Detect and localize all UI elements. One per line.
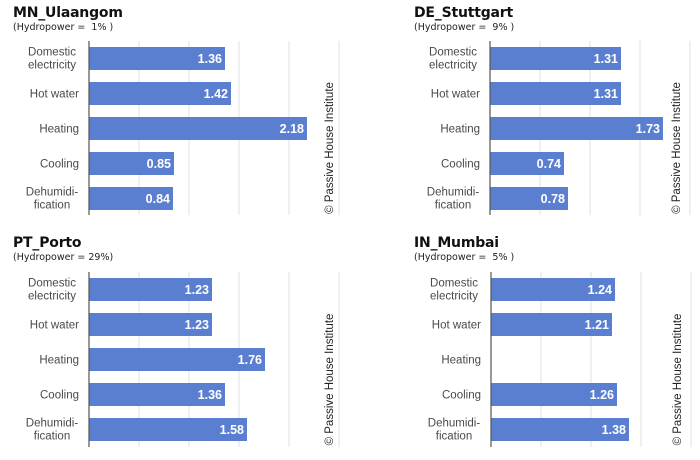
category-label-line: Dehumidi- (428, 418, 481, 430)
bar (490, 187, 568, 210)
chart-title: DE_Stuttgart (414, 5, 513, 21)
value-label: 1.26 (590, 388, 614, 402)
value-label: 1.38 (602, 423, 626, 437)
watermark: © Passive House Institute (324, 82, 336, 214)
category-label: Dehumidi-fication (26, 187, 79, 212)
value-label: 1.36 (198, 388, 222, 402)
bar (491, 313, 612, 336)
value-label: 1.23 (185, 283, 209, 297)
category-label: Heating (39, 355, 79, 367)
value-label: 0.78 (541, 192, 565, 206)
bar (89, 278, 212, 301)
bar (490, 152, 564, 175)
value-label: 1.23 (185, 318, 209, 332)
bar (491, 278, 615, 301)
bar (490, 117, 663, 140)
category-label: Cooling (40, 390, 79, 402)
category-label: Hot water (30, 89, 79, 101)
value-label: 2.18 (280, 122, 304, 136)
category-label: Domestic electricity (28, 47, 76, 72)
category-label: Dehumidi-fication (428, 418, 481, 443)
value-label: 1.42 (204, 87, 228, 101)
chart-panel-pt-porto: PT_Porto (Hydropower = 29%) Domestic elec… (0, 230, 350, 460)
value-label: 1.76 (238, 353, 262, 367)
category-label: Domestic electricity (430, 278, 478, 303)
category-label-line: Dehumidi- (427, 187, 480, 199)
category-label-line: Dehumidi- (26, 418, 79, 430)
chart-title: MN_Ulaangom (13, 5, 123, 21)
category-label: Dehumidi-fication (427, 187, 480, 212)
category-label: Cooling (40, 159, 79, 171)
bar (89, 152, 174, 175)
category-label: Heating (39, 124, 79, 136)
category-label: Domestic electricity (429, 47, 477, 72)
value-label: 1.31 (594, 52, 618, 66)
value-label: 1.73 (636, 122, 660, 136)
category-label-line: Dehumidi- (26, 187, 79, 199)
bar (491, 418, 629, 441)
bar (490, 47, 621, 70)
value-label: 0.85 (147, 157, 171, 171)
value-label: 1.36 (198, 52, 222, 66)
bar (89, 383, 225, 406)
chart-subtitle: (Hydropower = 5% ) (414, 252, 515, 263)
category-label: Heating (440, 124, 480, 136)
category-label: Hot water (431, 89, 480, 101)
chart-subtitle: (Hydropower = 1% ) (13, 22, 114, 33)
chart-panel-mn-ulaangom: MN_Ulaangom (Hydropower = 1% ) Domestic e… (0, 0, 350, 230)
category-label: Cooling (441, 159, 480, 171)
bar (89, 187, 173, 210)
category-label-line: fication (435, 200, 471, 212)
value-label: 1.58 (220, 423, 244, 437)
category-label-line: electricity (430, 291, 478, 303)
value-label: 1.31 (594, 87, 618, 101)
category-label: Hot water (432, 320, 481, 332)
bar-chart: Domestic electricity 1.31 Hot water 1.31 Heat… (427, 41, 691, 215)
watermark: © Passive House Institute (672, 314, 684, 446)
category-label: Heating (441, 355, 481, 367)
gridlines (540, 272, 692, 447)
watermark: © Passive House Institute (671, 82, 683, 214)
bar (89, 418, 247, 441)
category-label-line: electricity (28, 60, 76, 72)
chart-panel-de-stuttgart: DE_Stuttgart (Hydropower = 9% ) Domestic… (350, 0, 700, 230)
value-label: 1.24 (588, 283, 612, 297)
bar (89, 82, 231, 105)
value-label: 1.21 (585, 318, 609, 332)
watermark: © Passive House Institute (324, 314, 336, 446)
category-label-line: fication (34, 200, 70, 212)
chart-subtitle: (Hydropower = 9% ) (414, 22, 515, 33)
bar-chart: Domestic electricity 1.36 Hot water 1.42 Heat… (26, 41, 340, 215)
bar (490, 82, 621, 105)
bar (89, 47, 225, 70)
category-label-line: Domestic (28, 278, 76, 290)
chart-title: PT_Porto (13, 235, 82, 251)
chart-panel-in-mumbai: IN_Mumbai (Hydropower = 5% ) Domestic ele… (350, 230, 700, 460)
category-label-line: Domestic (430, 278, 478, 290)
chart-title: IN_Mumbai (414, 235, 499, 251)
category-label-line: fication (436, 431, 472, 443)
category-label-line: Domestic (429, 47, 477, 59)
category-label: Hot water (30, 320, 79, 332)
bar (89, 348, 265, 371)
bar (89, 117, 307, 140)
chart-subtitle: (Hydropower = 29%) (13, 252, 114, 263)
category-label-line: electricity (28, 291, 76, 303)
category-label: Dehumidi-fication (26, 418, 79, 443)
category-label-line: Domestic (28, 47, 76, 59)
bar-chart: Domestic electricity 1.24 Hot water 1.21 Heat… (428, 272, 692, 447)
bar (491, 383, 617, 406)
value-label: 0.74 (537, 157, 561, 171)
category-label-line: electricity (429, 60, 477, 72)
category-label-line: fication (34, 431, 70, 443)
value-label: 0.84 (146, 192, 170, 206)
category-label: Cooling (442, 390, 481, 402)
category-label: Domestic electricity (28, 278, 76, 303)
bar-chart: Domestic electricity 1.23 Hot water 1.23 Heat… (26, 272, 340, 447)
bar (89, 313, 212, 336)
